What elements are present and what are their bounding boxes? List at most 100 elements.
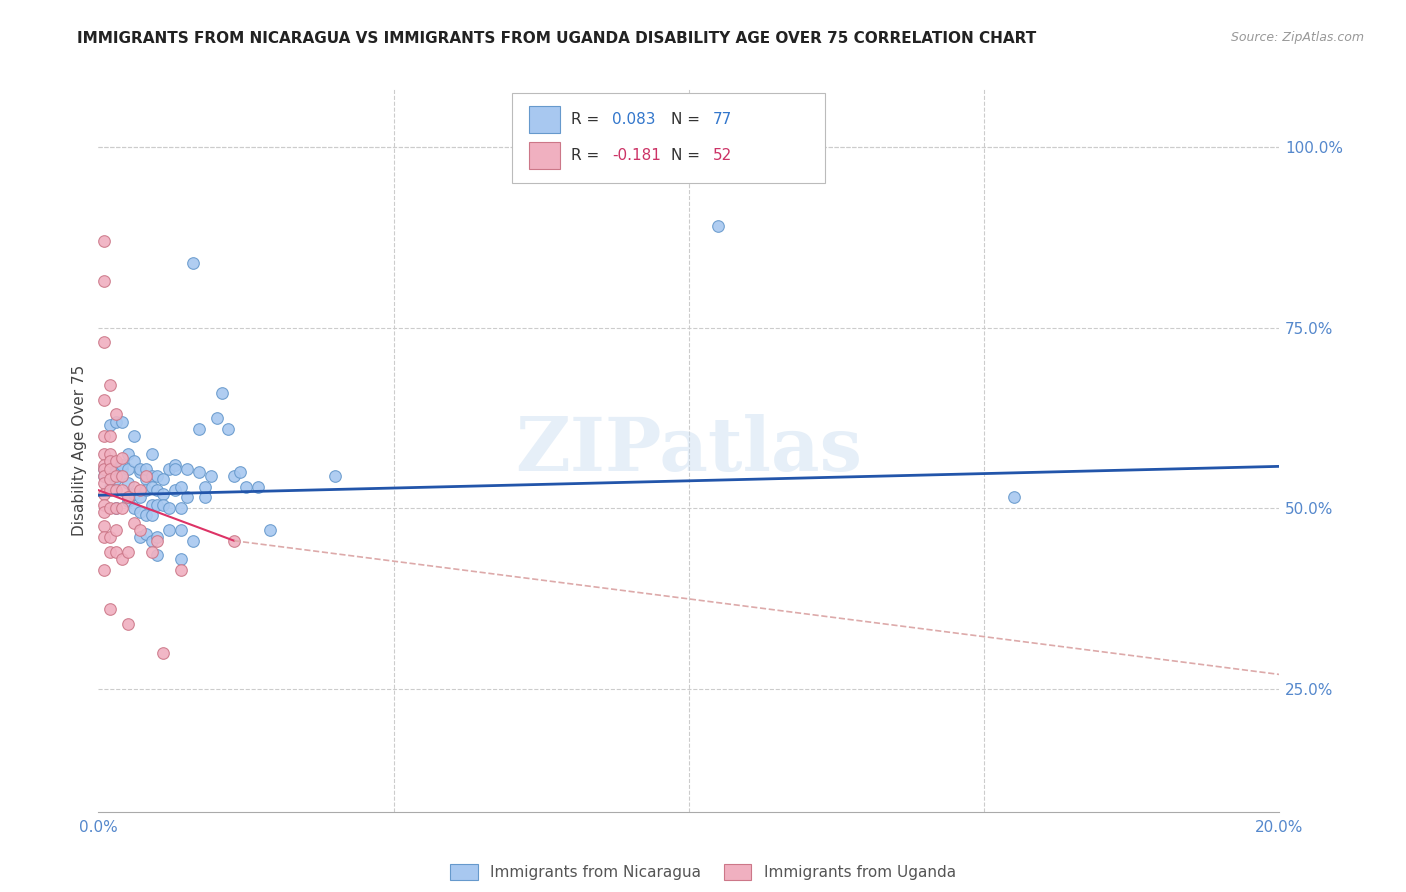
Point	[93, 487, 115, 501]
Point	[122, 480, 145, 494]
Point	[117, 494, 139, 508]
Point	[111, 461, 134, 475]
Point	[152, 487, 174, 501]
Point	[181, 255, 204, 269]
Point	[135, 468, 157, 483]
Point	[117, 616, 139, 631]
Point	[165, 458, 187, 472]
Point	[135, 472, 157, 486]
Point	[141, 508, 163, 523]
Point	[117, 491, 139, 505]
Point	[105, 472, 128, 486]
Text: R =: R =	[571, 148, 605, 163]
Point	[98, 454, 121, 468]
Point	[122, 487, 145, 501]
Point	[170, 523, 193, 537]
Point	[105, 407, 128, 421]
FancyBboxPatch shape	[530, 106, 560, 133]
Point	[122, 454, 145, 468]
Point	[98, 472, 121, 486]
Point	[205, 411, 228, 425]
Point	[98, 447, 121, 461]
Point	[122, 516, 145, 530]
Point	[122, 501, 145, 516]
Point	[98, 461, 121, 475]
Point	[98, 472, 121, 486]
Point	[93, 505, 115, 519]
Point	[105, 465, 128, 479]
Point	[93, 429, 115, 443]
Point	[98, 429, 121, 443]
Point	[259, 523, 281, 537]
Point	[187, 422, 209, 436]
Point	[98, 483, 121, 498]
Y-axis label: Disability Age Over 75: Disability Age Over 75	[72, 365, 87, 536]
Point	[111, 501, 134, 516]
Point	[105, 415, 128, 429]
Point	[93, 468, 115, 483]
Point	[93, 234, 115, 248]
Point	[105, 501, 128, 516]
Point	[105, 468, 128, 483]
Point	[141, 533, 163, 548]
Point	[128, 461, 150, 475]
Point	[93, 530, 115, 544]
Point	[146, 533, 169, 548]
Point	[98, 454, 121, 468]
Text: N =: N =	[671, 148, 704, 163]
Point	[170, 501, 193, 516]
Point	[146, 498, 169, 512]
Point	[141, 480, 163, 494]
Point	[117, 447, 139, 461]
Point	[117, 461, 139, 475]
Text: IMMIGRANTS FROM NICARAGUA VS IMMIGRANTS FROM UGANDA DISABILITY AGE OVER 75 CORRE: IMMIGRANTS FROM NICARAGUA VS IMMIGRANTS …	[77, 31, 1036, 46]
FancyBboxPatch shape	[512, 93, 825, 183]
Point	[111, 468, 134, 483]
Point	[93, 461, 115, 475]
Text: N =: N =	[671, 112, 704, 127]
Point	[98, 501, 121, 516]
Point	[211, 385, 233, 400]
Point	[152, 646, 174, 660]
Legend: Immigrants from Nicaragua, Immigrants from Uganda: Immigrants from Nicaragua, Immigrants fr…	[450, 864, 956, 880]
Point	[111, 551, 134, 566]
Point	[98, 480, 121, 494]
Point	[146, 483, 169, 498]
Point	[323, 468, 346, 483]
Point	[146, 548, 169, 562]
Point	[217, 422, 239, 436]
Point	[111, 450, 134, 465]
Point	[93, 563, 115, 577]
Point	[128, 465, 150, 479]
Point	[117, 544, 139, 558]
Point	[93, 458, 115, 472]
Text: Source: ZipAtlas.com: Source: ZipAtlas.com	[1230, 31, 1364, 45]
Point	[224, 468, 246, 483]
Point	[176, 461, 198, 475]
Point	[170, 563, 193, 577]
Point	[181, 533, 204, 548]
Point	[93, 475, 115, 490]
Text: 0.083: 0.083	[612, 112, 655, 127]
Point	[157, 501, 180, 516]
Point	[128, 483, 150, 498]
Point	[165, 461, 187, 475]
Point	[157, 523, 180, 537]
Point	[93, 519, 115, 533]
Point	[135, 508, 157, 523]
Point	[141, 468, 163, 483]
Point	[707, 219, 730, 234]
FancyBboxPatch shape	[530, 142, 560, 169]
Point	[111, 468, 134, 483]
Point	[105, 501, 128, 516]
Point	[105, 483, 128, 498]
Point	[93, 334, 115, 349]
Point	[128, 491, 150, 505]
Point	[105, 461, 128, 475]
Text: 52: 52	[713, 148, 731, 163]
Text: 77: 77	[713, 112, 731, 127]
Point	[235, 480, 257, 494]
Text: R =: R =	[571, 112, 605, 127]
Point	[93, 447, 115, 461]
Point	[111, 415, 134, 429]
